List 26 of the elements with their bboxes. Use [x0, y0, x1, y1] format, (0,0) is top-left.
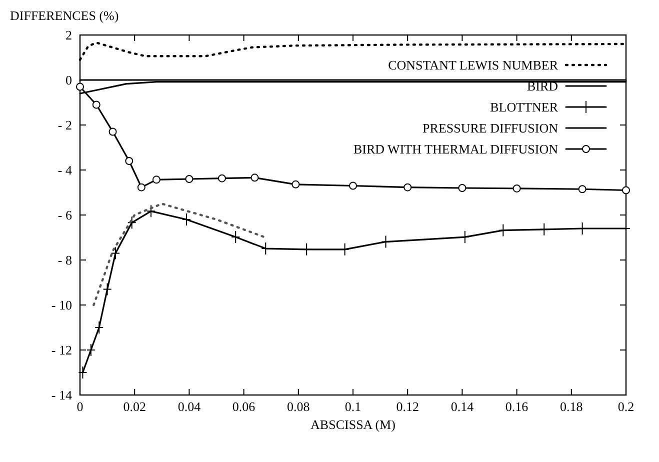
y-tick-label: - 10	[51, 298, 72, 313]
x-tick-label: 0	[76, 399, 84, 414]
y-tick-label: - 12	[51, 342, 72, 358]
y-tick-label: 0	[66, 72, 72, 88]
y-tick-label: 2	[66, 28, 72, 43]
x-tick-label: 0.12	[396, 399, 419, 414]
x-tick-label: 0.2	[618, 399, 634, 414]
x-tick-label: 0.18	[560, 399, 583, 414]
x-tick-label: 0.14	[450, 399, 474, 414]
legend-label: BLOTTNER	[490, 100, 558, 115]
x-axis-title: ABSCISSA (M)	[310, 417, 396, 432]
x-tick-label: 0.16	[505, 399, 529, 414]
y-tick-label: - 8	[58, 252, 72, 268]
y-axis-title: DIFFERENCES (%)	[10, 8, 119, 23]
x-tick-label: 0.04	[178, 399, 202, 414]
y-tick-label: - 14	[51, 388, 72, 403]
legend-label: CONSTANT LEWIS NUMBER	[388, 58, 558, 73]
y-tick-label: - 6	[58, 208, 72, 223]
x-tick-label: 0.02	[123, 399, 146, 414]
x-tick-label: 0.06	[232, 399, 256, 414]
x-tick-label: 0.08	[287, 399, 310, 414]
legend-label: BIRD WITH THERMAL DIFFUSION	[353, 142, 559, 157]
y-tick-label: - 4	[58, 162, 72, 178]
y-tick-label: - 2	[58, 118, 72, 133]
legend-label: PRESSURE DIFFUSION	[422, 120, 559, 136]
x-tick-label: 0.1	[344, 399, 362, 414]
